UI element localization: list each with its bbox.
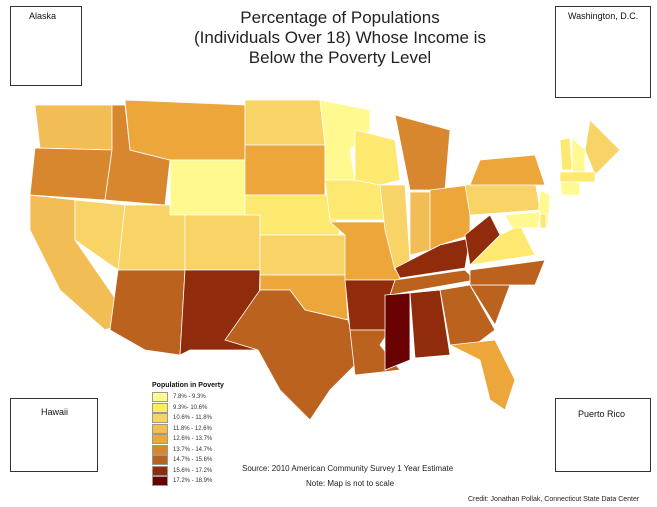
title-line: (Individuals Over 18) Whose Income is [194, 28, 486, 47]
state-ma [559, 171, 596, 183]
state-ny [469, 154, 546, 186]
title-line: Below the Poverty Level [248, 48, 432, 67]
state-ct [559, 181, 581, 196]
legend-item: 14.7% - 15.6% [152, 455, 224, 466]
state-ms [384, 292, 411, 371]
legend-label: 11.8% - 12.6% [173, 425, 212, 432]
state-md [504, 211, 541, 229]
legend-label: 12.6% - 13.7% [173, 436, 213, 443]
legend: Population in Poverty 7.8% - 9.3% 9.3%- 1… [152, 382, 224, 487]
credit-text: Credit: Jonathan Pollak, Connecticut Sta… [468, 496, 640, 503]
legend-label: 10.6% - 11.8% [173, 415, 212, 422]
state-mi [394, 114, 451, 191]
state-or [29, 147, 113, 201]
legend-swatch [152, 434, 168, 445]
legend-swatch [152, 392, 168, 403]
legend-label: 17.2% - 18.9% [173, 478, 213, 485]
scale-note: Note: Map is not to scale [306, 479, 395, 488]
state-ut [117, 204, 186, 271]
legend-swatch [152, 423, 168, 434]
state-sd [244, 144, 326, 196]
state-nd [244, 99, 326, 146]
legend-swatch [152, 465, 168, 476]
state-in [409, 191, 431, 256]
inset-label-hawaii: Hawaii [41, 407, 69, 417]
state-wi [354, 129, 401, 186]
map-title: Percentage of Populations (Individuals O… [190, 8, 490, 68]
inset-label-puerto-rico: Puerto Rico [578, 409, 626, 419]
state-mt [124, 99, 246, 161]
legend-item: 13.7% - 14.7% [152, 444, 224, 456]
state-az [109, 269, 186, 356]
inset-label-alaska: Alaska [29, 11, 57, 21]
legend-item: 17.2% - 18.9% [152, 476, 224, 487]
inset-alaska: Alaska [10, 6, 82, 86]
state-mn [319, 99, 371, 181]
state-ga [439, 284, 496, 346]
state-ky [394, 237, 471, 279]
state-de [539, 213, 547, 229]
legend-title: Population in Poverty [152, 382, 224, 389]
source-text: Source: 2010 American Community Survey 1… [242, 464, 454, 473]
state-tx [224, 289, 361, 421]
inset-label-dc: Washington, D.C. [568, 11, 639, 21]
state-al [409, 289, 451, 359]
state-ia [324, 179, 386, 221]
legend-swatch [152, 455, 168, 466]
legend-item: 12.6% - 13.7% [152, 434, 224, 445]
state-oh [429, 184, 471, 251]
state-nh [571, 137, 586, 173]
legend-swatch [152, 444, 168, 455]
legend-item: 11.8% - 12.6% [152, 423, 224, 435]
inset-hawaii: Hawaii [10, 398, 98, 472]
state-nc [469, 259, 546, 286]
state-fl [448, 339, 516, 411]
state-me [584, 119, 621, 176]
legend-label: 15.6% - 17.2% [173, 467, 213, 474]
legend-swatch [152, 402, 168, 413]
legend-label: 14.7% - 15.6% [173, 457, 213, 464]
state-wy [169, 159, 246, 216]
state-wv [464, 214, 501, 266]
state-vt [559, 137, 573, 171]
legend-swatch [152, 413, 168, 424]
inset-dc: Washington, D.C. [555, 6, 651, 98]
legend-label: 7.8% - 9.3% [173, 394, 206, 401]
legend-item: 10.6% - 11.8% [152, 413, 224, 424]
state-id [104, 104, 171, 206]
legend-label: 9.3%- 10.6% [173, 404, 208, 411]
legend-item: 15.6% - 17.2% [152, 465, 224, 477]
legend-swatch [152, 476, 168, 487]
legend-label: 13.7% - 14.7% [173, 446, 213, 453]
title-line: Percentage of Populations [240, 8, 440, 27]
state-ks [259, 234, 346, 276]
legend-item: 9.3%- 10.6% [152, 402, 224, 414]
legend-item: 7.8% - 9.3% [152, 392, 224, 403]
state-co [184, 214, 261, 271]
state-wa [34, 104, 113, 151]
inset-puerto-rico: Puerto Rico [555, 398, 651, 472]
